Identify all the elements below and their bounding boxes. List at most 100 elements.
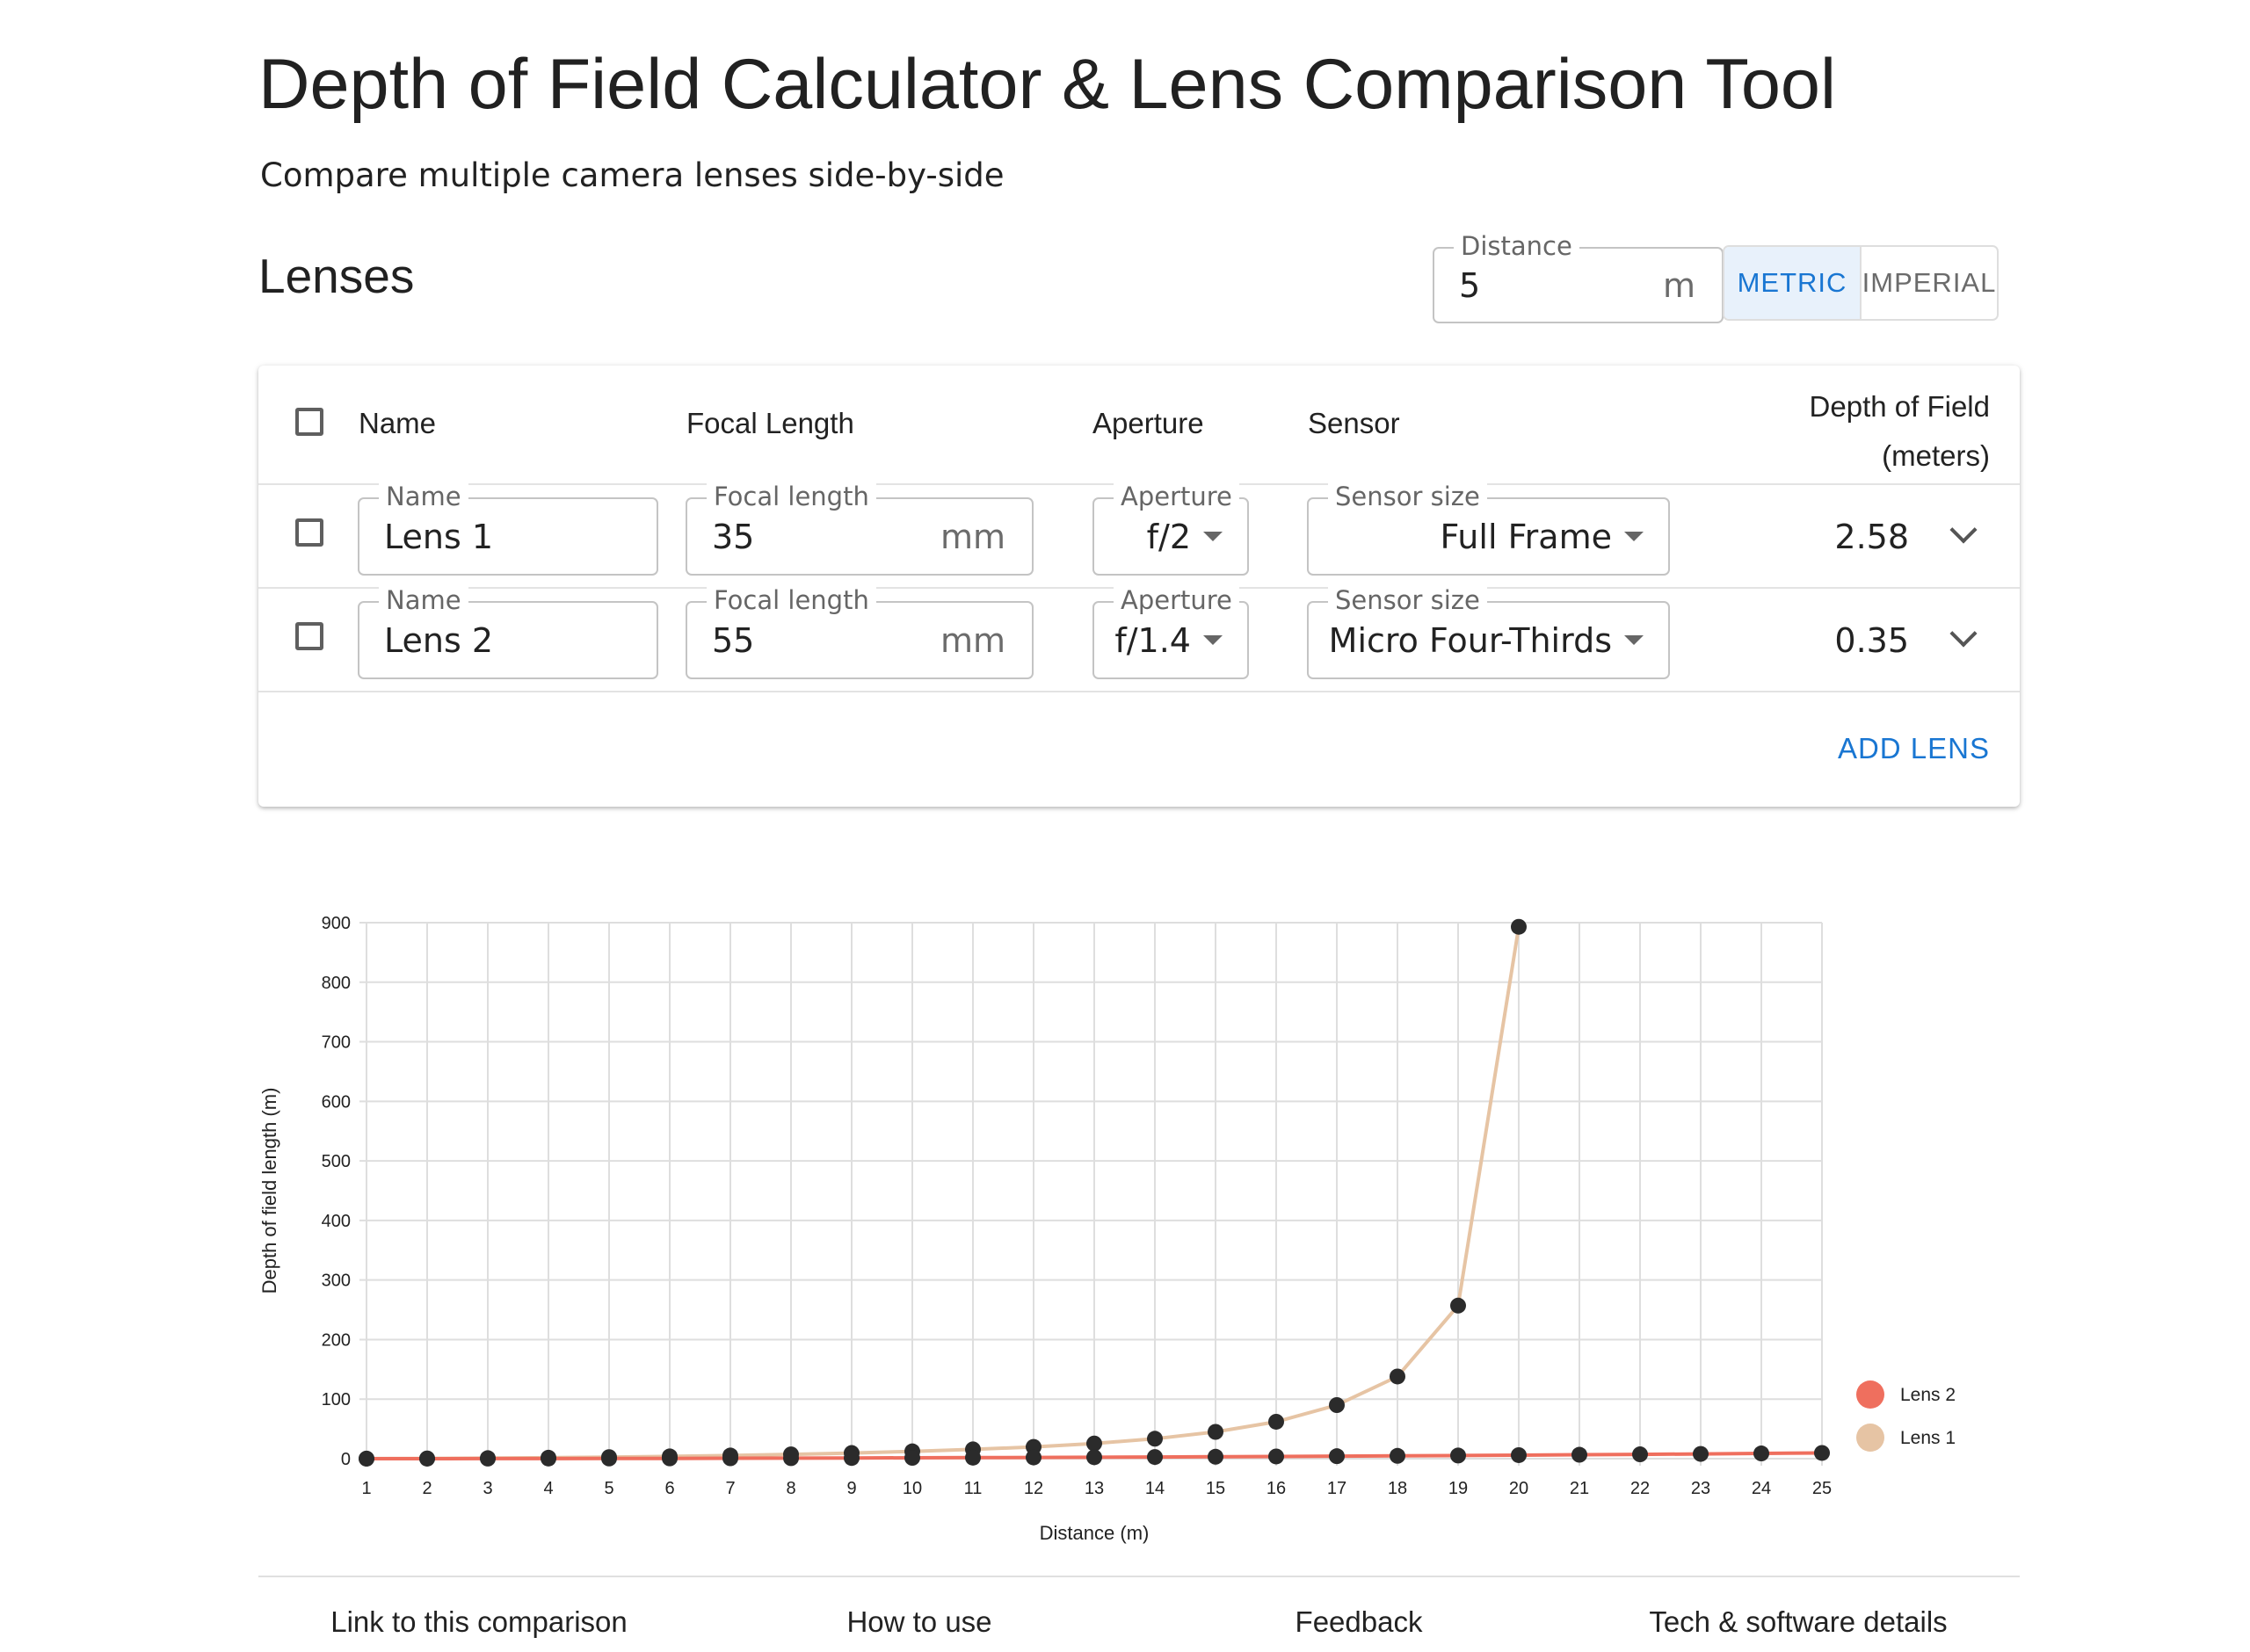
y-tick-label: 500 <box>322 1152 351 1171</box>
x-tick-label: 7 <box>725 1479 735 1498</box>
data-point <box>783 1450 799 1467</box>
header-dof-line1: Depth of Field <box>1809 390 1990 423</box>
data-point <box>722 1450 738 1467</box>
dof-value: 0.35 <box>1834 621 1909 660</box>
sensor-size-label: Sensor size <box>1328 585 1487 615</box>
how-to-use-link[interactable]: How to use <box>846 1605 992 1638</box>
x-tick-label: 18 <box>1388 1479 1407 1498</box>
focal-length-field[interactable]: Focal length 35 mm <box>686 482 1034 576</box>
x-tick-label: 23 <box>1691 1479 1710 1498</box>
y-tick-label: 900 <box>322 914 351 933</box>
sensor-size-label: Sensor size <box>1328 482 1487 511</box>
x-tick-label: 14 <box>1145 1479 1165 1498</box>
row-checkbox[interactable] <box>295 622 323 650</box>
distance-field[interactable]: Distance 5 m <box>1433 231 1724 323</box>
header-focal-length: Focal Length <box>686 407 854 439</box>
page-title: Depth of Field Calculator & Lens Compari… <box>258 45 1836 124</box>
lens-name-field[interactable]: Name Lens 1 <box>358 482 658 576</box>
sensor-size-select[interactable]: Sensor size Micro Four-Thirds <box>1307 585 1670 679</box>
sensor-size-value: Full Frame <box>1440 517 1612 556</box>
data-point <box>1208 1448 1223 1465</box>
focal-length-input[interactable]: 55 <box>712 620 755 660</box>
focal-length-field[interactable]: Focal length 55 mm <box>686 585 1034 679</box>
link-to-comparison[interactable]: Link to this comparison <box>330 1605 628 1638</box>
series-line <box>366 926 1521 1460</box>
focal-length-unit: mm <box>940 620 1005 660</box>
x-tick-label: 20 <box>1509 1479 1528 1498</box>
lens-table-card: Name Focal Length Aperture Sensor Depth … <box>258 366 2020 807</box>
header-sensor: Sensor <box>1308 407 1400 439</box>
data-point <box>904 1450 920 1467</box>
data-point <box>1390 1368 1405 1385</box>
data-point <box>541 1450 556 1467</box>
lens-name-field[interactable]: Name Lens 2 <box>358 585 658 679</box>
x-tick-label: 12 <box>1024 1479 1043 1498</box>
aperture-select[interactable]: Aperture f/1.4 <box>1092 585 1249 679</box>
data-point <box>359 1450 374 1467</box>
lenses-section-title: Lenses <box>258 249 415 303</box>
caret-down-icon <box>1203 532 1223 541</box>
x-tick-label: 1 <box>361 1479 371 1498</box>
data-point <box>1026 1449 1042 1466</box>
aperture-value: f/1.4 <box>1114 620 1191 660</box>
data-point <box>1268 1448 1284 1465</box>
focal-length-label: Focal length <box>707 482 876 511</box>
x-tick-label: 24 <box>1752 1479 1771 1498</box>
x-axis-label: Distance (m) <box>1040 1522 1150 1544</box>
imperial-button[interactable]: IMPERIAL <box>1862 267 1997 298</box>
aperture-label: Aperture <box>1114 585 1239 615</box>
header-dof-line2: (meters) <box>1882 439 1990 472</box>
select-all-checkbox[interactable] <box>295 408 323 436</box>
header-name: Name <box>359 407 437 439</box>
legend-label: Lens 1 <box>1900 1428 1956 1448</box>
aperture-select[interactable]: Aperture f/2 <box>1092 482 1249 576</box>
row-checkbox[interactable] <box>295 518 323 547</box>
lens-name-label: Name <box>379 585 468 615</box>
x-tick-label: 21 <box>1570 1479 1589 1498</box>
x-tick-label: 13 <box>1085 1479 1104 1498</box>
expand-chevron-icon[interactable] <box>1949 620 1978 648</box>
sensor-size-value: Micro Four-Thirds <box>1328 620 1612 660</box>
header-aperture: Aperture <box>1092 407 1204 439</box>
feedback-link[interactable]: Feedback <box>1295 1605 1423 1638</box>
aperture-value: f/2 <box>1146 517 1191 556</box>
distance-label: Distance <box>1454 231 1579 261</box>
data-point <box>1814 1445 1830 1461</box>
y-tick-label: 300 <box>322 1272 351 1291</box>
page-subtitle: Compare multiple camera lenses side-by-s… <box>260 156 1005 194</box>
add-lens-button[interactable]: ADD LENS <box>1837 732 1990 764</box>
x-tick-label: 6 <box>664 1479 674 1498</box>
metric-button[interactable]: METRIC <box>1724 247 1862 319</box>
sensor-size-select[interactable]: Sensor size Full Frame <box>1307 482 1670 576</box>
data-point <box>1147 1431 1163 1447</box>
y-tick-label: 200 <box>322 1330 351 1350</box>
x-tick-label: 9 <box>846 1479 856 1498</box>
data-point <box>1450 1447 1466 1464</box>
data-point <box>1571 1446 1587 1463</box>
data-point <box>965 1449 981 1466</box>
data-point <box>1086 1435 1102 1452</box>
x-tick-label: 11 <box>964 1479 983 1498</box>
distance-input[interactable]: 5 <box>1459 265 1481 305</box>
focal-length-input[interactable]: 35 <box>712 517 755 556</box>
legend-label: Lens 2 <box>1900 1385 1956 1405</box>
lens-name-input[interactable]: Lens 2 <box>384 620 494 660</box>
x-tick-label: 3 <box>483 1479 492 1498</box>
tech-details-link[interactable]: Tech & software details <box>1649 1605 1948 1638</box>
row-divider <box>258 691 2020 692</box>
x-tick-label: 19 <box>1448 1479 1468 1498</box>
aperture-label: Aperture <box>1114 482 1239 511</box>
data-point <box>1268 1413 1284 1430</box>
x-tick-label: 8 <box>786 1479 795 1498</box>
data-point <box>1693 1446 1709 1462</box>
data-point <box>1390 1447 1405 1464</box>
lens-name-input[interactable]: Lens 1 <box>384 517 494 556</box>
data-point <box>1147 1449 1163 1466</box>
legend-swatch <box>1856 1380 1884 1409</box>
data-point <box>662 1450 678 1467</box>
focal-length-unit: mm <box>940 517 1005 556</box>
expand-chevron-icon[interactable] <box>1949 516 1978 544</box>
legend-swatch <box>1856 1424 1884 1452</box>
y-axis-label: Depth of field length (m) <box>258 1088 280 1294</box>
